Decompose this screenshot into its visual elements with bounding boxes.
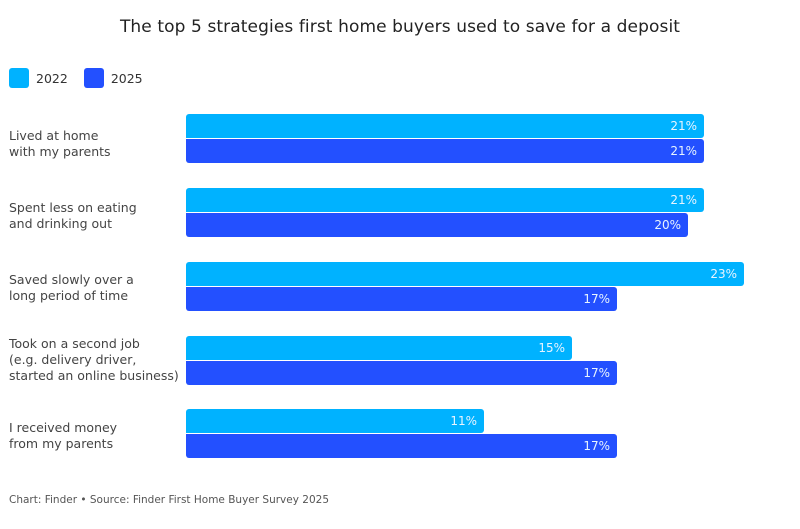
bar-2022: 11% <box>186 409 484 433</box>
legend-label-2022: 2022 <box>36 70 68 86</box>
bar-group-money-from-parents: I received money from my parents 11% 17% <box>0 409 800 459</box>
bar-2022: 21% <box>186 188 704 212</box>
category-label-line: and drinking out <box>9 216 112 231</box>
legend-item-2025: 2025 <box>83 68 143 88</box>
bar-2022: 21% <box>186 114 704 138</box>
legend-swatch-2022 <box>9 68 29 88</box>
category-label-line: Saved slowly over a <box>9 272 134 287</box>
bar-value: 17% <box>583 292 610 306</box>
category-label-line: Took on a second job <box>9 336 140 351</box>
bar-2025: 20% <box>186 213 688 237</box>
bar-value: 21% <box>670 193 697 207</box>
bar-2022: 15% <box>186 336 572 360</box>
category-label-line: with my parents <box>9 144 111 159</box>
legend-label-2025: 2025 <box>110 70 143 86</box>
bar-value: 15% <box>538 341 565 355</box>
chart-title: The top 5 strategies first home buyers u… <box>119 17 681 37</box>
category-label-line: from my parents <box>9 436 114 451</box>
category-label-line: started an online business) <box>9 368 179 383</box>
category-label: Lived at home with my parents <box>9 128 111 160</box>
bar-2022: 23% <box>186 262 744 286</box>
bar-value: 11% <box>450 414 477 428</box>
source-footer: Chart: Finder • Source: Finder First Hom… <box>9 494 330 506</box>
category-label: Saved slowly over a long period of time <box>9 272 134 304</box>
bar-value: 21% <box>670 144 697 158</box>
category-label-line: Spent less on eating <box>9 200 137 215</box>
bar-group-saved-slowly: Saved slowly over a long period of time … <box>0 262 800 312</box>
category-label: I received money from my parents <box>9 420 117 452</box>
bar-value: 21% <box>670 119 697 133</box>
bar-value: 17% <box>583 439 610 453</box>
bar-group-spent-less: Spent less on eating and drinking out 21… <box>0 188 800 238</box>
bar-value: 20% <box>654 218 681 232</box>
category-label-line: I received money <box>9 420 118 435</box>
legend-item-2022: 2022 <box>9 68 68 88</box>
bar-group-lived-at-home: Lived at home with my parents 21% 21% <box>0 114 800 164</box>
bar-2025: 21% <box>186 139 704 163</box>
bar-group-second-job: Took on a second job (e.g. delivery driv… <box>0 336 800 386</box>
bar-value: 17% <box>583 366 610 380</box>
bar-2025: 17% <box>186 287 617 311</box>
category-label: Took on a second job (e.g. delivery driv… <box>9 336 179 384</box>
bar-2025: 17% <box>186 434 617 458</box>
legend-swatch-2025 <box>83 68 104 88</box>
category-label-line: Lived at home <box>9 128 99 143</box>
legend: 2022 2025 <box>9 68 151 88</box>
bar-2025: 17% <box>186 361 617 385</box>
category-label: Spent less on eating and drinking out <box>9 200 137 232</box>
category-label-line: long period of time <box>9 288 129 303</box>
category-label-line: (e.g. delivery driver, <box>9 352 137 367</box>
bar-value: 23% <box>710 267 737 281</box>
